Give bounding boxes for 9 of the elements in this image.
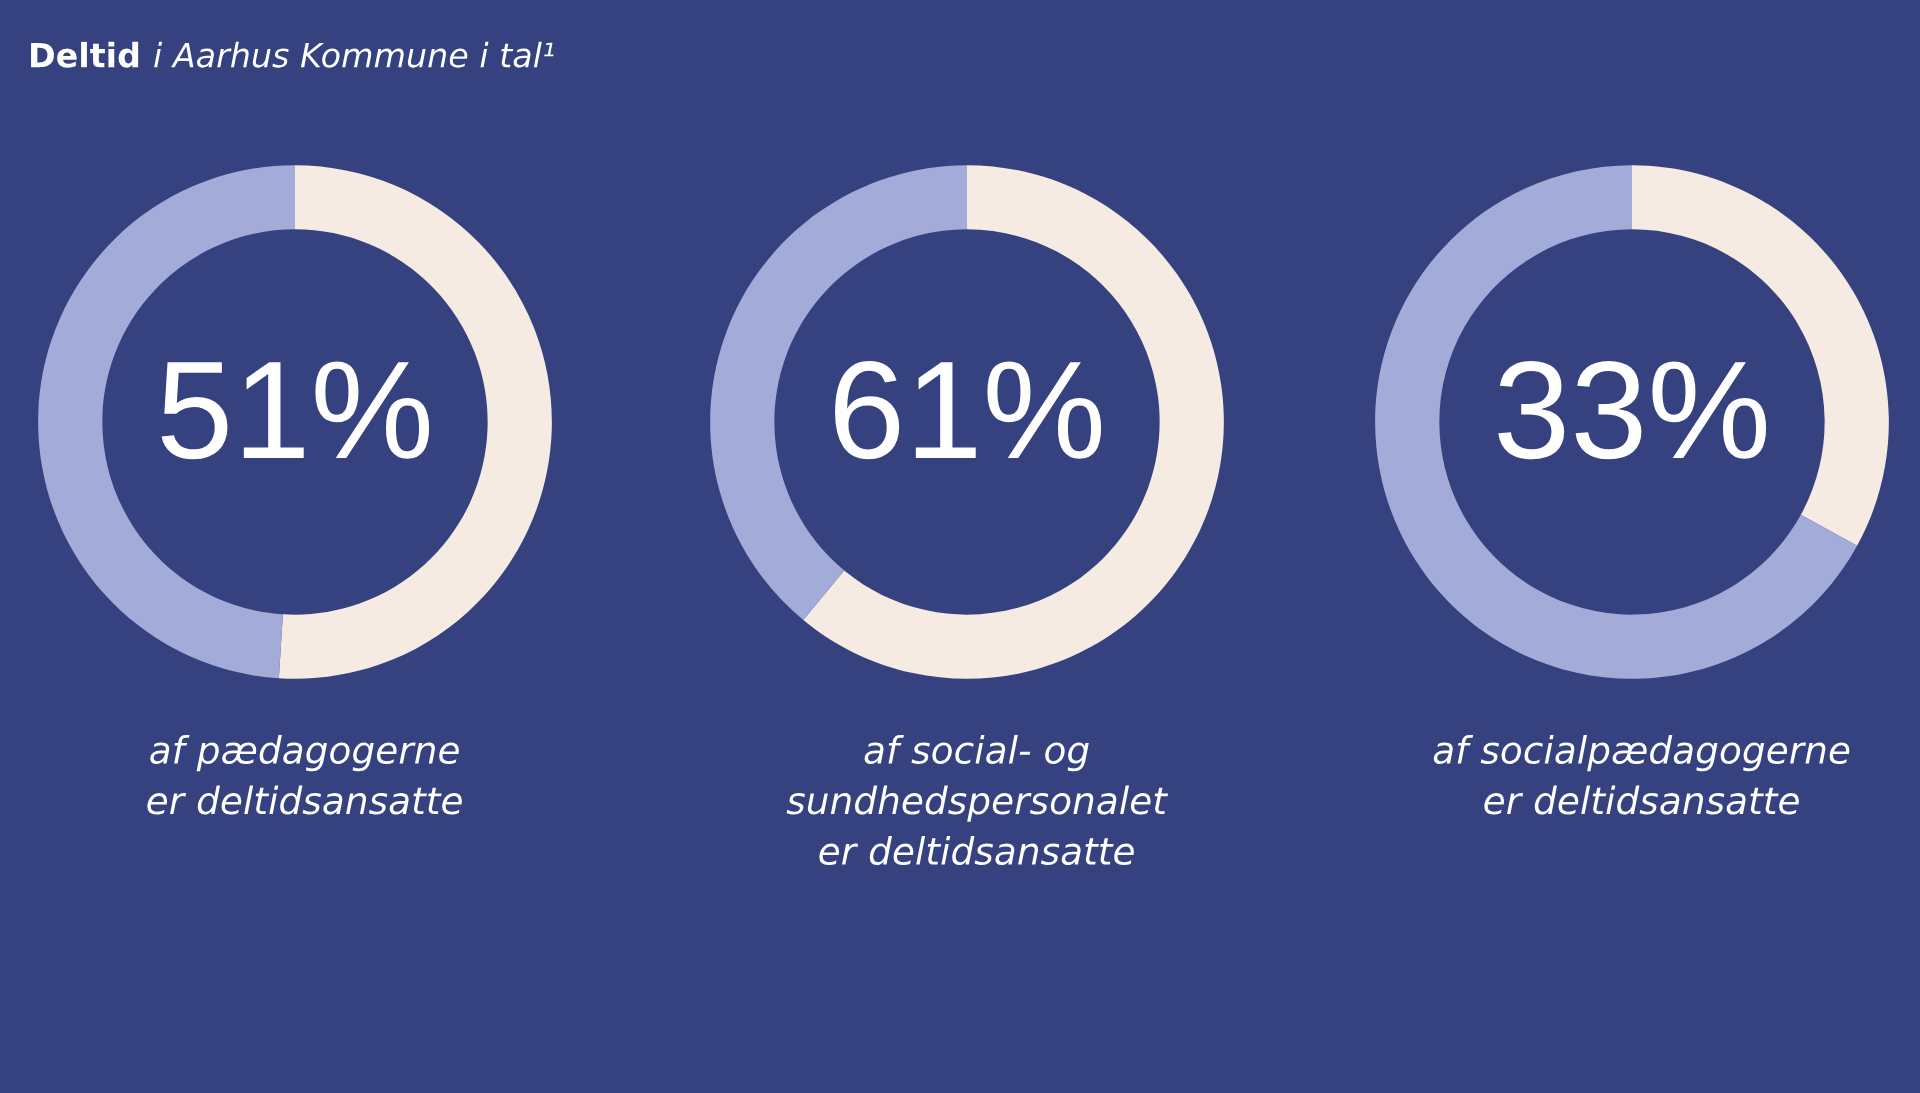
text: af social- og sundhedspersonalet er deltidsansatte [786, 735, 1169, 866]
donut-slice [1375, 165, 1858, 679]
text: af socialpædagogerne er deltidsansatte [1433, 735, 1850, 815]
data-label: 51% [161, 361, 430, 460]
data-label: 61% [835, 360, 1102, 460]
donut-slice [803, 165, 1224, 679]
text: af pædagogerne er deltidsansatte [147, 735, 462, 815]
chart-title: Deltid i Aarhus Kommune i tal¹ [31, 41, 554, 68]
data-label: 33% [1498, 360, 1767, 460]
